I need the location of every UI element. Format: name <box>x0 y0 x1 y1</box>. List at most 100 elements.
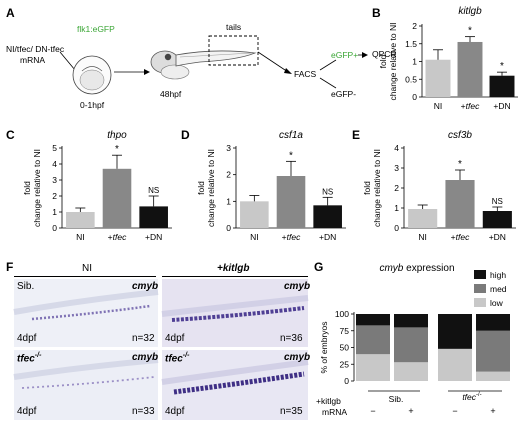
chart-title: csf3b <box>448 130 472 141</box>
y-axis-label: fold <box>22 181 32 195</box>
significance-label: NS <box>148 186 159 195</box>
y-tick-label: 1 <box>52 207 57 217</box>
y-axis-label: change relative to NI <box>206 149 216 227</box>
stacked-bar-segment <box>438 314 472 349</box>
legend-label: high <box>490 270 506 280</box>
chart-csf3b: csf3b fold change relative to NI 0 1 2 3 4 NI * +t… <box>362 130 516 242</box>
bar <box>457 41 483 97</box>
panel-f: NI +kitlgb Sib. cmyb 4dpf n=32 cmyb 4dpf… <box>12 262 312 422</box>
marker-label-cmyb: cmyb <box>132 281 159 292</box>
chart-title: thpo <box>107 130 127 141</box>
tails-label: tails <box>226 22 241 32</box>
chart-title: kitlgb <box>458 6 482 17</box>
y-tick-label: 4 <box>394 143 399 153</box>
y-tick-label: 0.5 <box>405 74 417 84</box>
egfp-positive-label: eGFP+ <box>331 50 358 60</box>
bar <box>139 206 168 228</box>
bar <box>240 201 269 228</box>
x-tick-label: +tfec <box>108 232 127 242</box>
in-situ-image-ni-sib <box>13 279 159 347</box>
row-label-mrna: mRNA <box>322 407 347 417</box>
bar <box>66 212 95 228</box>
y-axis-label: change relative to NI <box>388 23 398 101</box>
y-tick-label: 0 <box>412 92 417 102</box>
stage-label-48hpf: 48hpf <box>160 89 182 99</box>
x-tick-label: +DN <box>489 232 506 242</box>
larva-icon <box>150 50 257 80</box>
egfp-negative-label: eGFP- <box>331 89 356 99</box>
y-axis-label: change relative to NI <box>372 149 382 227</box>
genotype-label-tfec: tfec-/- <box>165 352 190 365</box>
bar <box>313 205 342 228</box>
y-tick-label: 2 <box>412 21 417 31</box>
y-tick-label: 3 <box>394 163 399 173</box>
y-axis-label: % of embryos <box>319 322 329 374</box>
stacked-bar-segment <box>356 325 390 355</box>
mrna-sign: − <box>370 406 375 416</box>
y-axis-label: fold <box>196 181 206 195</box>
experiment-schematic: NI/tfec/ DN-tfec mRNA flk1:eGFP 0-1hpf t… <box>6 22 368 110</box>
mrna-sign: + <box>490 406 495 416</box>
chart-title: csf1a <box>279 130 303 141</box>
facs-label: FACS <box>294 69 317 79</box>
y-tick-label: 2 <box>52 191 57 201</box>
in-situ-images <box>13 279 309 420</box>
y-tick-label: 2 <box>394 183 399 193</box>
stage-label: 4dpf <box>165 333 185 344</box>
stacked-bar-segment <box>476 371 510 381</box>
stacked-bar-segment <box>394 327 428 363</box>
stage-label: 4dpf <box>17 333 37 344</box>
significance-label: NS <box>322 187 333 196</box>
x-tick-label: +tfec <box>451 232 470 242</box>
bar <box>489 75 515 97</box>
y-tick-label: 75 <box>340 326 350 336</box>
y-tick-label: 0 <box>344 376 349 386</box>
bar <box>425 59 451 97</box>
y-tick-label: 3 <box>226 143 231 153</box>
stacked-bar-segment <box>476 314 510 331</box>
y-tick-label: 100 <box>335 309 349 319</box>
bar <box>276 176 306 228</box>
injection-label: NI/tfec/ DN-tfec <box>6 44 65 54</box>
marker-label-cmyb: cmyb <box>284 281 311 292</box>
chart-title: cmyb expression <box>379 263 454 274</box>
panel-label-b: B <box>372 6 381 20</box>
panel-label-d: D <box>181 128 190 142</box>
group-label-tfec: tfec-/- <box>462 392 481 402</box>
stacked-bar-segment <box>476 330 510 372</box>
x-tick-label: +DN <box>145 232 162 242</box>
y-tick-label: 25 <box>340 359 350 369</box>
panel-label-a: A <box>6 6 15 20</box>
arrow-to-facs <box>257 51 289 73</box>
y-tick-label: 2 <box>226 170 231 180</box>
y-tick-label: 3 <box>52 175 57 185</box>
stacked-bar-segment <box>394 362 428 381</box>
stacked-bar-segment <box>356 314 390 326</box>
y-tick-label: 0 <box>394 223 399 233</box>
y-axis-label: fold <box>378 54 388 68</box>
marker-label-cmyb: cmyb <box>284 352 311 363</box>
bar <box>482 211 512 228</box>
in-situ-image-kitlgb-sib <box>161 279 309 347</box>
chart-thpo: thpo fold change relative to NI 0 1 2 3 4 5 NI * +t… <box>22 130 172 242</box>
y-tick-label: 1 <box>394 203 399 213</box>
x-tick-label: +DN <box>493 101 510 111</box>
mrna-sign: + <box>408 406 413 416</box>
injection-mrna-label: mRNA <box>20 55 45 65</box>
stacked-bar-segment <box>394 314 428 328</box>
genotype-label-sib: Sib. <box>17 281 35 292</box>
y-tick-label: 1 <box>412 57 417 67</box>
y-tick-label: 1.5 <box>405 39 417 49</box>
legend-swatch <box>474 284 486 293</box>
legend-swatch <box>474 298 486 307</box>
mrna-sign: − <box>452 406 457 416</box>
embryo-count: n=33 <box>132 406 155 417</box>
x-tick-label: NI <box>250 232 259 242</box>
reporter-label: flk1:eGFP <box>77 24 115 34</box>
y-tick-label: 50 <box>340 343 350 353</box>
stage-label: 4dpf <box>17 406 37 417</box>
panel-label-f: F <box>6 260 14 274</box>
x-tick-label: NI <box>434 101 443 111</box>
panel-label-c: C <box>6 128 15 142</box>
qpcr-label: QPCR <box>372 49 397 59</box>
